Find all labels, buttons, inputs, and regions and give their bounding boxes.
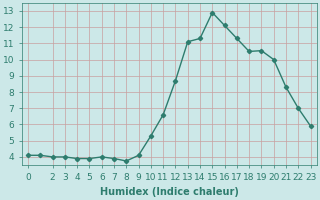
X-axis label: Humidex (Indice chaleur): Humidex (Indice chaleur)	[100, 187, 239, 197]
